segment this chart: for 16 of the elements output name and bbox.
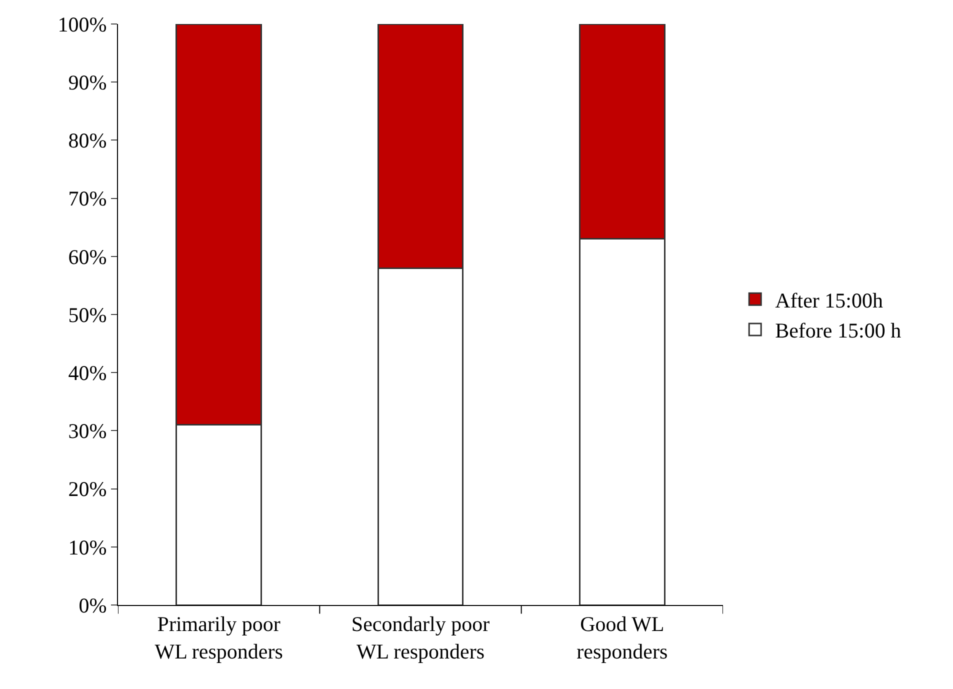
y-tick-label: 60%	[68, 244, 107, 269]
y-tick-label: 10%	[68, 535, 107, 560]
y-tick-label: 40%	[68, 360, 107, 385]
legend-label: Before 15:00 h	[775, 318, 902, 343]
y-tick-label: 100%	[58, 12, 107, 36]
y-tick-label: 70%	[68, 186, 107, 211]
y-tick-label: 90%	[68, 70, 107, 94]
y-tick-label: 20%	[68, 477, 107, 502]
x-tick-label: Primarily poor WL responders	[154, 612, 283, 664]
legend-label: After 15:00h	[775, 288, 884, 312]
y-tick-label: 80%	[68, 128, 107, 153]
y-tick-label: 50%	[68, 302, 107, 327]
y-tick-label: 30%	[68, 419, 107, 444]
y-tick-label: 0%	[78, 593, 107, 618]
x-tick-label: Secondarly poor WL responders	[351, 612, 490, 664]
x-tick-label: Good WL responders	[576, 612, 668, 664]
